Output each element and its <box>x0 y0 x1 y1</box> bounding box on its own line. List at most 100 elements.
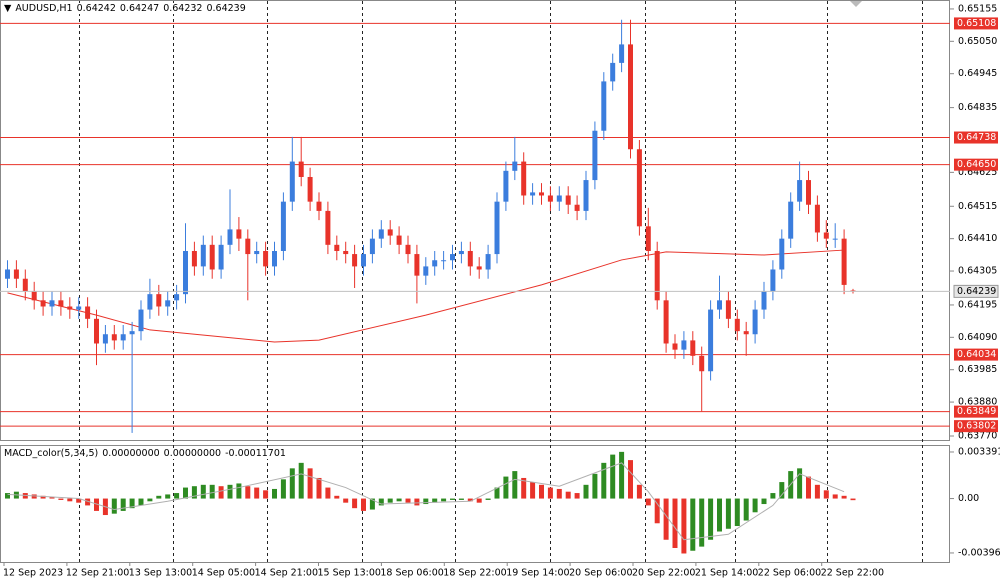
candle-body <box>387 229 393 236</box>
macd-signal <box>7 462 845 541</box>
macd-bar <box>361 498 366 511</box>
macd-bar <box>423 498 429 505</box>
y-tick-label: 0.64410 <box>958 233 997 244</box>
candle-body <box>40 300 46 307</box>
macd-bar <box>183 487 188 499</box>
candle-body <box>681 340 687 350</box>
level-label: 0.63849 <box>957 406 996 417</box>
macd-bar <box>325 487 331 499</box>
candle-body <box>316 201 322 211</box>
menu-arrow: ▼ <box>4 3 12 14</box>
candle-body <box>547 195 553 202</box>
macd-bar <box>699 498 705 547</box>
y-tick-label: 0.63985 <box>958 364 997 375</box>
candle-body <box>450 254 455 261</box>
macd-bar <box>458 498 464 500</box>
macd-bar <box>512 471 518 499</box>
macd-bar <box>191 486 197 499</box>
macd-bar <box>200 484 206 499</box>
macd-bar <box>663 498 669 540</box>
macd-bar <box>654 498 660 524</box>
candle-body <box>574 204 580 211</box>
candle-body <box>147 294 153 310</box>
macd-bar <box>378 498 384 506</box>
last-low: 0.64232 <box>163 3 203 14</box>
candle-body <box>539 192 544 196</box>
candle-body <box>779 238 785 270</box>
candle-body <box>725 300 731 319</box>
candle-body <box>138 309 144 332</box>
macd-bar <box>387 498 393 503</box>
y-tick-label: 0.64305 <box>958 266 997 277</box>
level-label-bg <box>954 158 998 171</box>
macd-bar <box>432 498 438 503</box>
candle-body <box>165 300 171 307</box>
macd-bar <box>770 493 776 499</box>
level-label: 0.65108 <box>957 18 996 29</box>
candle-body <box>31 291 37 301</box>
macd-bar <box>592 473 598 499</box>
macd-bar <box>539 484 544 499</box>
candle-body <box>325 210 331 245</box>
macd-bar <box>450 498 455 500</box>
level-label: 0.64738 <box>957 132 996 143</box>
candle-body <box>476 266 482 270</box>
macd-bar <box>521 477 527 499</box>
candle-body <box>708 309 714 372</box>
candle-body <box>592 130 598 181</box>
price-header: ▼ AUDUSD,H1 0.64242 0.64247 0.64232 0.64239 <box>4 3 250 14</box>
macd-bar <box>289 468 295 499</box>
macd-bar <box>94 498 99 511</box>
y-tick-label: 0.64835 <box>958 102 997 113</box>
macd-bar <box>752 498 758 513</box>
macd-bar <box>610 454 616 499</box>
macd-bar <box>494 487 500 499</box>
candle-body <box>102 334 108 344</box>
candle-body <box>200 244 206 267</box>
macd-bar <box>298 462 304 499</box>
macd-bar <box>743 498 749 521</box>
level-label-bg <box>954 17 998 30</box>
candle-body <box>690 340 696 356</box>
candle-body <box>263 250 269 267</box>
level-label-bg <box>954 420 998 433</box>
x-tick-label: 12 Sep 2023 <box>3 568 63 579</box>
x-tick-label: 20 Sep 22:00 <box>632 568 695 579</box>
macd-bar <box>396 498 402 502</box>
candle-body <box>645 226 651 251</box>
macd-bar <box>556 488 562 499</box>
last-open: 0.64242 <box>76 3 116 14</box>
macd-bar <box>280 479 286 499</box>
macd-bar <box>5 493 10 499</box>
candle-body <box>307 176 313 202</box>
x-tick-label: 22 Sep 06:00 <box>758 568 821 579</box>
price-panel-frame <box>0 0 950 441</box>
x-tick-label: 18 Sep 06:00 <box>380 568 443 579</box>
last-high: 0.64247 <box>119 3 160 14</box>
macd-bar <box>814 484 820 499</box>
candle-body <box>806 180 811 205</box>
x-tick-label: 19 Sep 14:00 <box>506 568 569 579</box>
y-tick-label: 0.63880 <box>958 397 997 408</box>
macd-bar <box>467 498 473 502</box>
macd-bar <box>343 498 349 503</box>
candle-body <box>628 44 633 150</box>
candle-body <box>832 238 838 240</box>
x-tick-label: 12 Sep 21:00 <box>66 568 129 579</box>
macd-bar <box>174 493 180 499</box>
candle-body <box>467 250 473 267</box>
macd-bar <box>272 488 277 499</box>
macd-bar <box>583 484 589 499</box>
macd-bar <box>58 498 64 500</box>
y-tick-label: 0.64945 <box>958 68 997 79</box>
macd-bar <box>369 498 375 510</box>
candle-body <box>752 309 758 335</box>
candle-body <box>5 269 10 279</box>
macd-header: MACD_color(5,34,5) 0.00000000 0.00000000 -0… <box>4 448 290 459</box>
macd-y-tick-label: 0.00 <box>958 493 979 504</box>
candle-body <box>218 244 224 270</box>
macd-bar <box>138 498 144 506</box>
macd-name: MACD_color(5,34,5) <box>4 448 99 459</box>
